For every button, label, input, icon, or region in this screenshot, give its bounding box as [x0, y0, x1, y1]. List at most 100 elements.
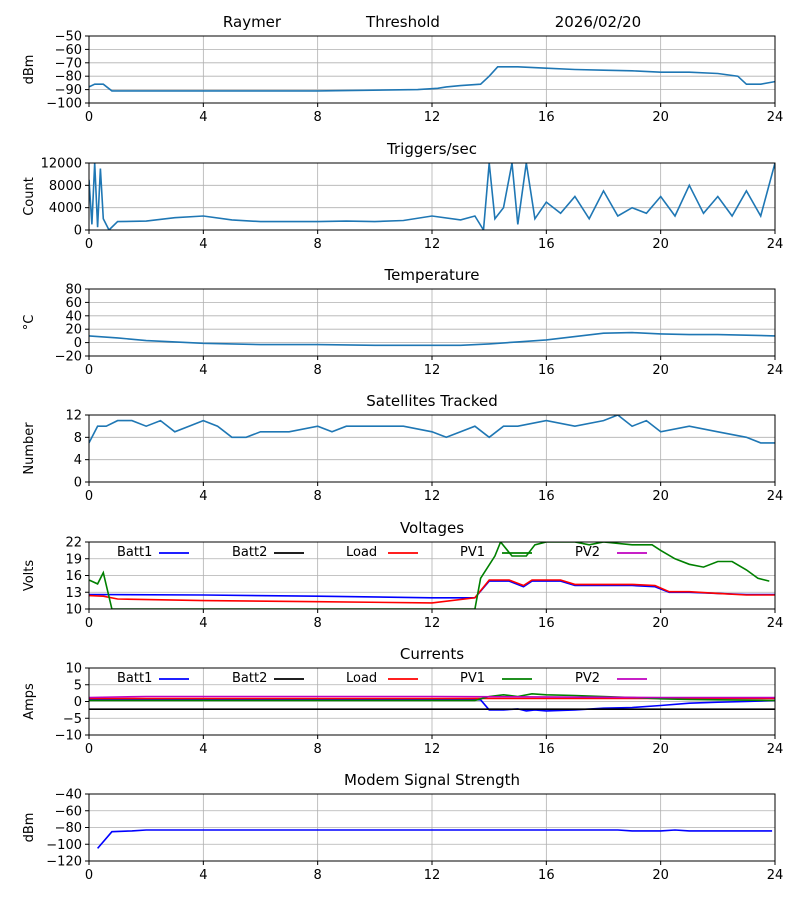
x-tick-label: 4 — [199, 868, 207, 883]
y-tick-label: −60 — [55, 43, 82, 58]
x-tick-label: 16 — [538, 363, 555, 378]
y-tick-label: −50 — [55, 30, 82, 45]
series-line-pv1 — [89, 542, 770, 609]
y-tick-label: 22 — [65, 536, 82, 551]
chart-panel-4: 0 4 8 12 16 20 24 0 4 8 12 Satellites Tracked Number — [22, 392, 783, 504]
y-tick-label: 0 — [74, 336, 82, 351]
x-tick-label: 16 — [538, 237, 555, 252]
legend-label-pv2: PV2 — [575, 671, 600, 686]
y-tick-label: 12000 — [41, 157, 82, 172]
y-tick-label: 10 — [65, 603, 82, 618]
x-tick-label: 4 — [199, 237, 207, 252]
x-tick-label: 16 — [538, 616, 555, 631]
x-tick-label: 4 — [199, 363, 207, 378]
legend-label-pv2: PV2 — [575, 545, 600, 560]
threshold-label: Threshold — [365, 13, 440, 31]
x-tick-label: 16 — [538, 110, 555, 125]
legend-label-pv1: PV1 — [460, 545, 485, 560]
chart-title: Modem Signal Strength — [344, 771, 520, 789]
legend-label-batt2: Batt2 — [232, 671, 267, 686]
series-line-triggers — [89, 163, 775, 230]
x-tick-label: 12 — [424, 489, 441, 504]
series-line-load — [89, 579, 775, 604]
chart-title: Temperature — [383, 266, 479, 284]
y-tick-label: −10 — [55, 729, 82, 744]
y-tick-label: 0 — [74, 476, 82, 491]
x-tick-label: 20 — [652, 868, 669, 883]
chart-panel-7: 0 4 8 12 16 20 24 −120 −100 −80 −60−40 Modem Signal… — [22, 771, 783, 883]
y-tick-label: 19 — [65, 552, 82, 567]
y-axis-label: Number — [22, 422, 37, 475]
series-line-satellites — [89, 415, 775, 444]
legend-label-batt1: Batt1 — [117, 545, 152, 560]
x-tick-label: 8 — [314, 110, 322, 125]
series-line-pv2 — [89, 695, 775, 699]
y-tick-label: 0 — [74, 224, 82, 239]
y-tick-label: 8 — [74, 431, 82, 446]
x-tick-label: 0 — [85, 110, 93, 125]
x-tick-label: 8 — [314, 868, 322, 883]
x-tick-label: 12 — [424, 742, 441, 757]
series-line-threshold — [89, 66, 775, 92]
y-tick-label: −20 — [55, 350, 82, 365]
y-tick-label: 16 — [65, 569, 82, 584]
series-line-temperature — [89, 331, 775, 347]
y-tick-label: 8000 — [49, 179, 82, 194]
y-axis-label: dBm — [22, 813, 37, 843]
chart-title: Voltages — [400, 519, 464, 537]
y-tick-label: 40 — [65, 309, 82, 324]
x-tick-label: 4 — [199, 742, 207, 757]
x-tick-label: 8 — [314, 742, 322, 757]
x-tick-label: 24 — [767, 363, 784, 378]
y-tick-label: −80 — [55, 70, 82, 85]
x-tick-label: 20 — [652, 489, 669, 504]
y-axis-label: Amps — [22, 683, 37, 720]
x-tick-label: 24 — [767, 868, 784, 883]
legend-label-batt2: Batt2 — [232, 545, 267, 560]
x-tick-label: 20 — [652, 363, 669, 378]
x-tick-label: 0 — [85, 489, 93, 504]
y-tick-label: −100 — [46, 97, 82, 112]
x-tick-label: 0 — [85, 742, 93, 757]
x-tick-label: 24 — [767, 110, 784, 125]
x-tick-label: 20 — [652, 742, 669, 757]
legend-label-batt1: Batt1 — [117, 671, 152, 686]
y-tick-label: 5 — [74, 678, 82, 693]
y-tick-label: 20 — [65, 323, 82, 338]
chart-title: Currents — [400, 645, 464, 663]
x-tick-label: 8 — [314, 616, 322, 631]
station-name: Raymer — [223, 13, 282, 31]
y-axis-label: °C — [22, 315, 37, 331]
x-tick-label: 12 — [424, 110, 441, 125]
x-tick-label: 24 — [767, 742, 784, 757]
y-tick-label: −90 — [55, 83, 82, 98]
report-date: 2026/02/20 — [555, 13, 641, 31]
y-tick-label: −80 — [55, 821, 82, 836]
chart-title: Triggers/sec — [386, 140, 477, 158]
x-tick-label: 20 — [652, 237, 669, 252]
x-tick-label: 20 — [652, 110, 669, 125]
y-axis-label: Volts — [22, 560, 37, 592]
y-tick-label: 4 — [74, 453, 82, 468]
x-tick-label: 12 — [424, 616, 441, 631]
x-tick-label: 20 — [652, 616, 669, 631]
y-tick-label: −100 — [46, 838, 82, 853]
x-tick-label: 24 — [767, 237, 784, 252]
y-tick-label: 10 — [65, 662, 82, 677]
x-tick-label: 0 — [85, 237, 93, 252]
y-tick-label: −5 — [63, 712, 82, 727]
y-tick-label: 0 — [74, 695, 82, 710]
legend-label-load: Load — [346, 671, 377, 686]
legend-label-pv1: PV1 — [460, 671, 485, 686]
x-tick-label: 16 — [538, 742, 555, 757]
y-tick-label: −70 — [55, 56, 82, 71]
y-tick-label: −120 — [46, 855, 82, 870]
x-tick-label: 0 — [85, 868, 93, 883]
chart-title: Satellites Tracked — [366, 392, 497, 410]
y-tick-label: 60 — [65, 296, 82, 311]
x-tick-label: 0 — [85, 616, 93, 631]
